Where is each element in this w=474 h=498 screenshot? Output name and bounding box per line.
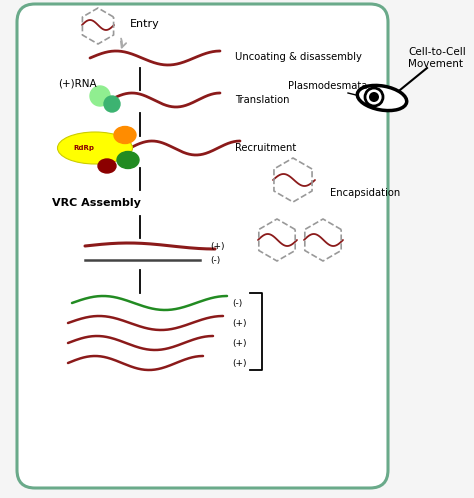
Text: (-): (-)	[232, 298, 242, 307]
Ellipse shape	[57, 132, 133, 164]
Ellipse shape	[98, 159, 116, 173]
Text: Uncoating & disassembly: Uncoating & disassembly	[235, 52, 362, 62]
Text: Cell-to-Cell
Movement: Cell-to-Cell Movement	[408, 47, 466, 69]
Text: Recruitment: Recruitment	[235, 143, 296, 153]
Text: (+): (+)	[232, 339, 246, 348]
Ellipse shape	[114, 126, 136, 143]
Circle shape	[90, 86, 110, 106]
Ellipse shape	[117, 151, 139, 168]
Ellipse shape	[369, 92, 379, 102]
Text: Encapsidation: Encapsidation	[330, 188, 400, 198]
Text: RdRp: RdRp	[73, 145, 94, 151]
Text: (+)RNA: (+)RNA	[58, 78, 97, 88]
Text: (+): (+)	[232, 359, 246, 368]
Text: (-): (-)	[210, 255, 220, 264]
Ellipse shape	[357, 86, 407, 111]
Text: Translation: Translation	[235, 95, 290, 105]
Text: Plasmodesmata: Plasmodesmata	[288, 81, 367, 91]
Text: (+): (+)	[210, 242, 225, 250]
Text: (+): (+)	[232, 319, 246, 328]
Text: Entry: Entry	[130, 19, 160, 29]
Circle shape	[365, 88, 383, 106]
Circle shape	[104, 96, 120, 112]
FancyBboxPatch shape	[17, 4, 388, 488]
Text: VRC Assembly: VRC Assembly	[52, 198, 141, 208]
